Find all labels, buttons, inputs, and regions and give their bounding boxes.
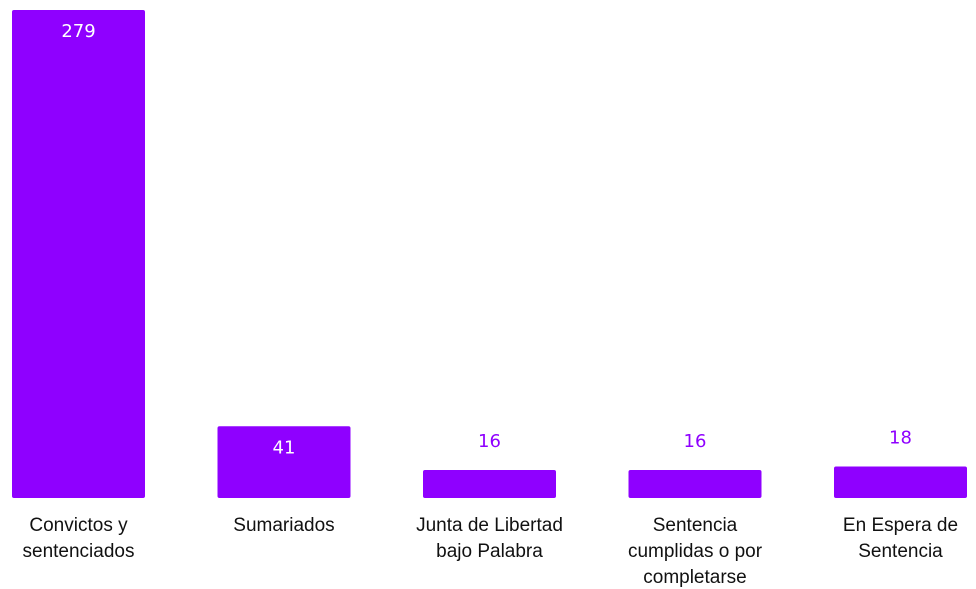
value-labels-group: 279 41 16 16 18 bbox=[61, 21, 912, 458]
bar bbox=[217, 426, 351, 498]
bar-value-label: 16 bbox=[684, 431, 707, 452]
category-tick-label: Convictos y sentenciados bbox=[23, 515, 135, 562]
category-label-line: completarse bbox=[643, 567, 747, 588]
category-label-line: cumplidas o por bbox=[628, 541, 763, 562]
category-label-line: Sentencia bbox=[653, 515, 738, 536]
category-tick-label: Junta de Libertad bajo Palabra bbox=[416, 515, 563, 562]
category-label-line: sentenciados bbox=[23, 541, 135, 562]
category-labels-group: Convictos y sentenciados Sumariados Junta d… bbox=[23, 515, 959, 588]
bar bbox=[423, 470, 556, 498]
category-tick-label: Sentencia cumplidas o por completarse bbox=[628, 515, 763, 588]
category-label-line: Sumariados bbox=[233, 515, 334, 536]
bar-value-label: 279 bbox=[61, 21, 95, 42]
category-label-line: Convictos y bbox=[29, 515, 128, 536]
category-label-line: Sentencia bbox=[858, 541, 943, 562]
bar bbox=[12, 10, 145, 498]
bar bbox=[834, 466, 967, 498]
category-label-line: En Espera de bbox=[843, 515, 958, 536]
category-tick-label: Sumariados bbox=[233, 515, 334, 536]
category-label-line: bajo Palabra bbox=[436, 541, 543, 562]
category-tick-label: En Espera de Sentencia bbox=[843, 515, 958, 562]
bar-value-label: 18 bbox=[889, 428, 912, 449]
bars-group bbox=[12, 10, 967, 498]
bar-value-label: 41 bbox=[273, 437, 296, 458]
category-label-line: Junta de Libertad bbox=[416, 515, 563, 536]
bar-value-label: 16 bbox=[478, 431, 501, 452]
bar bbox=[628, 470, 762, 498]
